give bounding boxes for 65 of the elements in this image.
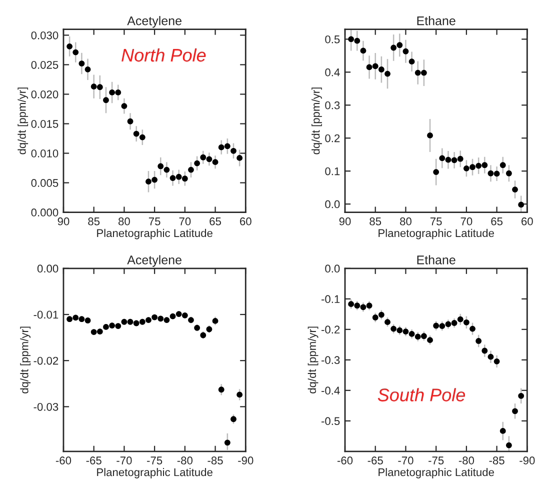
x-tick-label: 65 xyxy=(210,217,221,226)
y-tick-label: 0.00 xyxy=(37,264,58,273)
x-tick-label: -75 xyxy=(147,456,162,464)
y-tick-label: 0.0 xyxy=(325,264,340,273)
y-tick-label: 0.3 xyxy=(325,101,340,110)
x-tick-label: 80 xyxy=(118,217,130,226)
x-tick-label: -80 xyxy=(177,456,193,464)
x-tick-label: -65 xyxy=(86,456,102,464)
y-axis-title: dq/dt [ppm/yr] xyxy=(18,88,28,154)
x-tick-label: 90 xyxy=(339,217,351,226)
x-tick-label: 70 xyxy=(179,217,191,226)
y-tick-label: 0.020 xyxy=(31,90,58,98)
y-tick-label: 0.010 xyxy=(31,150,58,158)
y-tick-label: 0.015 xyxy=(31,120,58,128)
x-tick-label: 75 xyxy=(430,218,442,226)
x-tick-label: -85 xyxy=(208,456,223,464)
x-tick-label: 60 xyxy=(522,217,533,226)
y-axis-title: dq/dt [ppm/yr] xyxy=(312,88,322,154)
y-tick-label: -0.1 xyxy=(321,295,340,304)
y-tick-label: 0.030 xyxy=(31,31,58,40)
x-tick-label: 80 xyxy=(400,217,412,226)
x-tick-label: -80 xyxy=(458,456,474,464)
y-tick-label: 0.1 xyxy=(325,167,340,176)
x-tick-label: -75 xyxy=(428,456,444,464)
x-tick-label: -90 xyxy=(238,456,254,464)
x-tick-label: -60 xyxy=(337,456,353,464)
x-axis-title: Planetographic Latitude xyxy=(378,468,494,478)
x-tick-label: 75 xyxy=(148,218,160,226)
y-tick-label: -0.5 xyxy=(321,417,340,426)
y-tick-label: -0.3 xyxy=(321,356,340,364)
y-tick-label: -0.03 xyxy=(34,402,58,411)
x-axis-title: Planetographic Latitude xyxy=(378,228,494,240)
y-axis-title: dq/dt [ppm/yr] xyxy=(20,326,31,394)
x-tick-label: -60 xyxy=(56,456,72,464)
chart-title: Ethane xyxy=(417,255,456,264)
chart-title: Ethane xyxy=(417,16,456,26)
y-tick-label: 0.000 xyxy=(31,208,58,216)
x-tick-label: 70 xyxy=(460,217,472,226)
y-tick-label: 0.0 xyxy=(325,200,340,208)
y-tick-label: 0.2 xyxy=(325,134,340,142)
y-tick-label: -0.4 xyxy=(321,386,340,395)
y-tick-label: 0.5 xyxy=(325,35,340,44)
x-tick-label: -85 xyxy=(489,456,504,464)
x-axis-title: Planetographic Latitude xyxy=(97,228,212,240)
x-tick-label: 90 xyxy=(58,217,70,226)
x-tick-label: 85 xyxy=(370,217,382,226)
chart-title: Acetylene xyxy=(127,16,182,28)
annotation: North Pole xyxy=(122,48,206,62)
chart-title: Acetylene xyxy=(127,255,182,267)
y-tick-label: 0.025 xyxy=(31,60,58,69)
x-tick-label: -70 xyxy=(116,456,132,464)
y-tick-label: -0.01 xyxy=(34,310,58,319)
x-tick-label: -70 xyxy=(398,456,414,464)
annotation: South Pole xyxy=(378,388,466,402)
x-tick-label: 60 xyxy=(240,217,252,226)
x-axis-title: Planetographic Latitude xyxy=(97,468,212,478)
x-tick-label: 65 xyxy=(491,217,503,226)
x-tick-label: 85 xyxy=(88,217,100,226)
x-tick-label: -90 xyxy=(520,456,535,464)
y-tick-label: 0.4 xyxy=(325,68,340,76)
y-tick-label: -0.02 xyxy=(34,356,58,365)
y-tick-label: -0.2 xyxy=(321,326,340,334)
x-tick-label: -65 xyxy=(368,456,383,464)
y-axis-title: dq/dt [ppm/yr] xyxy=(308,326,318,394)
y-tick-label: 0.005 xyxy=(31,179,58,187)
